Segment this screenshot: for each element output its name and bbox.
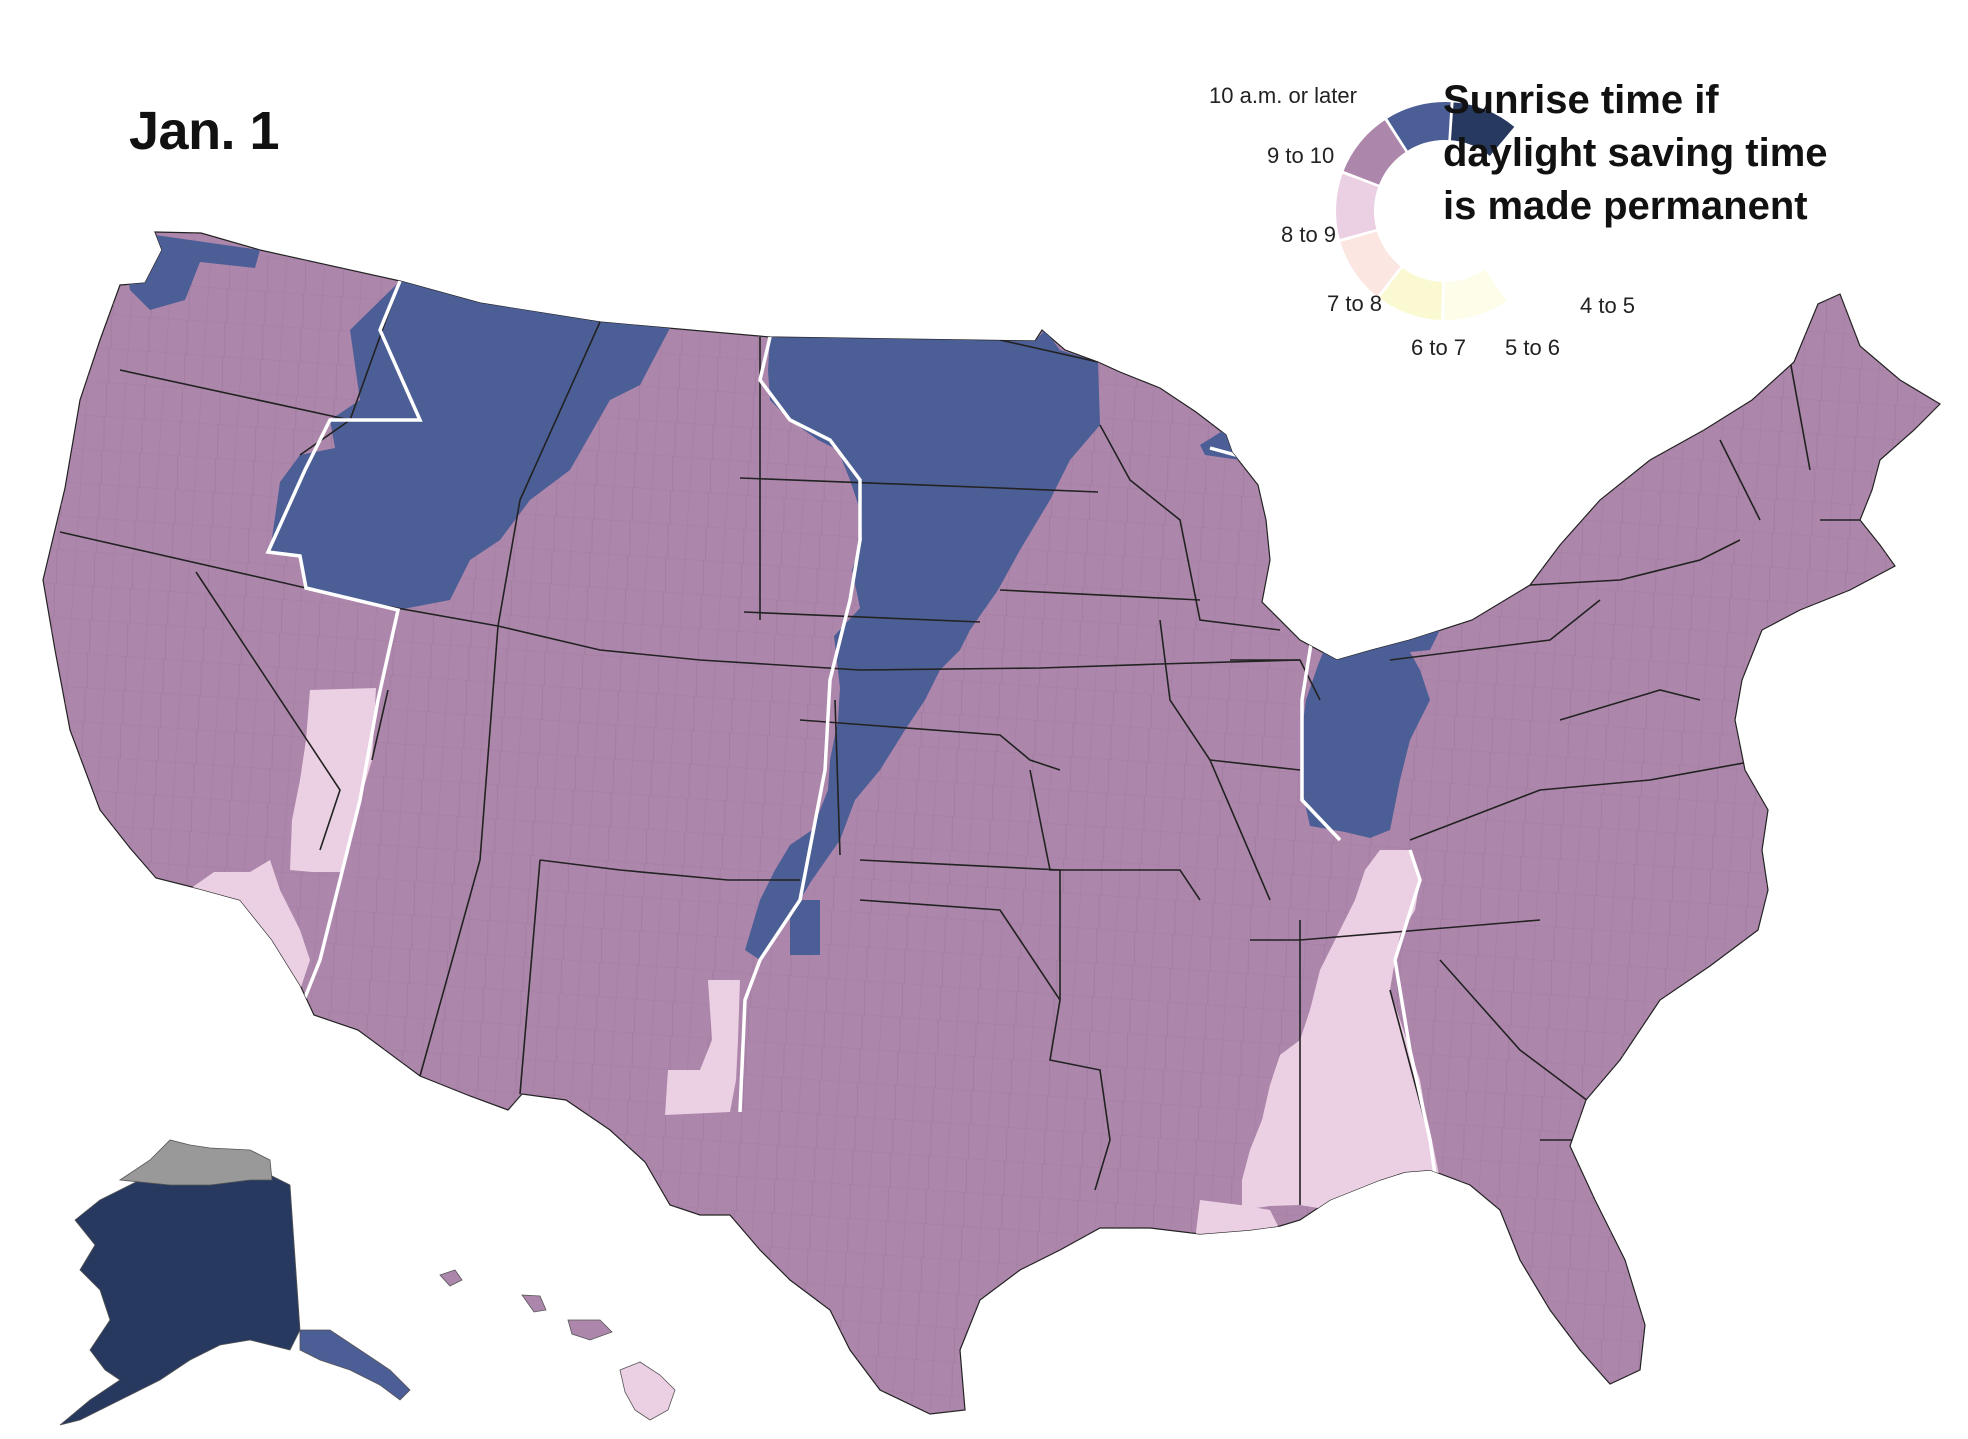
legend-label-4-5: 4 to 5 [1580,293,1636,318]
hawaii-islands [439,1269,613,1341]
state-borders [59,280,1880,1205]
legend-title-line-2: daylight saving time [1443,131,1828,175]
legend-label-10-later: 10 a.m. or later [1209,83,1357,108]
hawaii [439,1269,676,1421]
legend-label-8-9: 8 to 9 [1281,222,1337,247]
legend-label-6-7: 6 to 7 [1411,335,1467,360]
alabama-mississippi [1242,850,1440,1212]
map-title: Jan. 1 [129,101,280,161]
legend-label-7-8: 7 to 8 [1327,291,1383,316]
legend-donut [1334,100,1518,322]
hawaii-big-island [619,1361,676,1421]
alaska [59,1139,411,1426]
west-texas-strip [665,980,740,1115]
alaska-north-slope [118,1139,273,1186]
legend-title: Sunrise time if daylight saving time is … [1443,74,1913,233]
legend-title-line-3: is made permanent [1443,184,1808,228]
legend-title-line-1: Sunrise time if [1443,78,1719,122]
dakotas-minnesota-band [745,330,1100,960]
alaska-main [59,1154,301,1426]
legend-label-9-10: 9 to 10 [1267,143,1335,168]
alaska-panhandle [299,1329,411,1401]
legend-label-5-6: 5 to 6 [1505,335,1561,360]
legend-segment-7 [1442,266,1510,322]
west-kansas-strip [790,900,820,955]
